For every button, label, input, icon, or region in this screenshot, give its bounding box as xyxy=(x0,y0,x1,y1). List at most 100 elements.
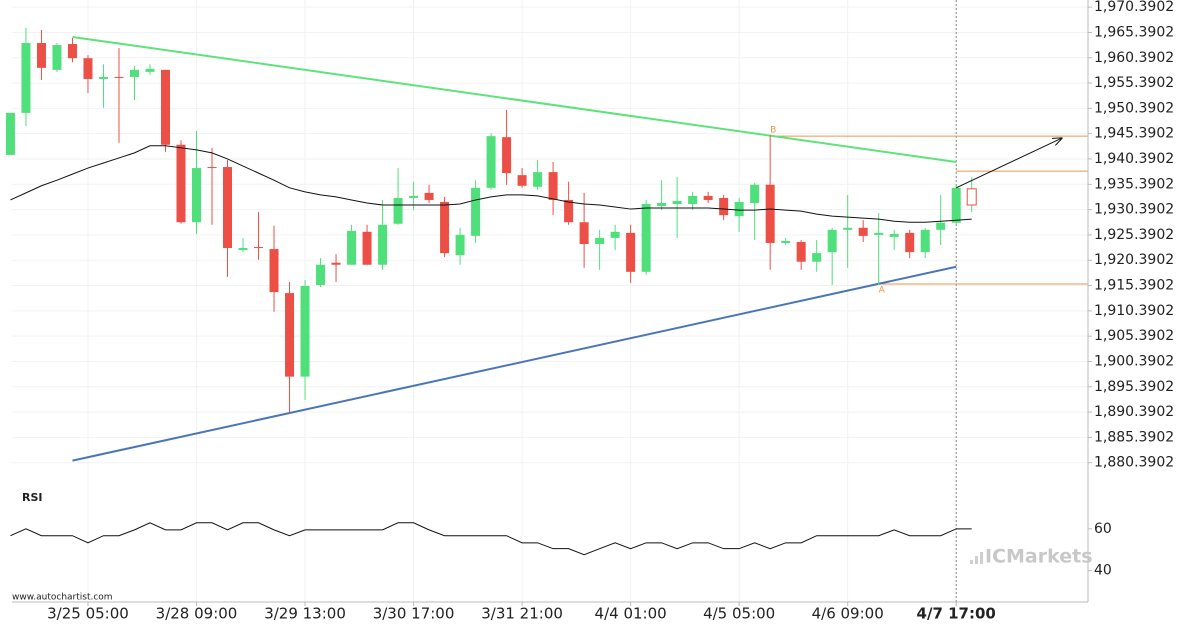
candle-body xyxy=(502,137,512,174)
trend-line xyxy=(72,265,957,462)
x-tick-label: 4/7 17:00 xyxy=(917,605,996,623)
y-tick-label: 1,945.3902 xyxy=(1094,126,1174,142)
level-label: A xyxy=(879,285,886,295)
candle-body xyxy=(966,188,977,206)
rsi-line xyxy=(10,522,972,556)
candle-body xyxy=(641,203,651,272)
candle-body xyxy=(455,234,465,256)
candle-body xyxy=(362,231,372,265)
candle-body xyxy=(517,175,527,186)
candle-body xyxy=(145,68,155,72)
candle-body xyxy=(129,69,139,77)
candle-body xyxy=(734,201,744,217)
x-tick-label: 3/25 05:00 xyxy=(47,605,129,623)
candle-body xyxy=(688,195,698,204)
rsi-title: RSI xyxy=(22,491,43,504)
y-tick-label: 1,925.3902 xyxy=(1094,227,1174,243)
candle-body xyxy=(269,249,279,293)
candle-body xyxy=(564,199,574,223)
candle-body xyxy=(486,136,496,188)
level-label: B xyxy=(770,126,776,136)
y-tick-label: 1,910.3902 xyxy=(1094,303,1174,319)
candle-body xyxy=(936,222,946,230)
candle-body xyxy=(52,45,62,70)
candle-body xyxy=(393,197,403,224)
candle-body xyxy=(626,232,636,272)
source: www.autochartist.com xyxy=(12,593,113,603)
y-tick-label: 1,960.3902 xyxy=(1094,50,1174,66)
y-tick-label: 1,940.3902 xyxy=(1094,151,1174,167)
y-tick-label: 1,885.3902 xyxy=(1094,429,1174,445)
y-tick-label: 1,950.3902 xyxy=(1094,100,1174,116)
candle-body xyxy=(595,237,605,244)
y-tick-label: 1,930.3902 xyxy=(1094,202,1174,218)
candle-body xyxy=(300,286,310,377)
y-tick-label: 1,965.3902 xyxy=(1094,24,1174,40)
candle-body xyxy=(83,58,93,79)
x-tick-label: 3/31 21:00 xyxy=(481,605,563,623)
candle-body xyxy=(796,241,806,262)
y-tick-label: 1,955.3902 xyxy=(1094,75,1174,91)
candle-body xyxy=(192,168,202,223)
candle-body xyxy=(440,201,450,254)
candle-body xyxy=(471,187,481,236)
x-tick-label: 4/5 05:00 xyxy=(703,605,775,623)
watermark-logo xyxy=(970,552,983,564)
candle-body xyxy=(223,167,233,249)
candle-body xyxy=(889,233,899,237)
candle-body xyxy=(920,229,930,253)
candle-body xyxy=(812,253,822,262)
candle-body xyxy=(719,197,729,216)
x-tick-label: 4/6 09:00 xyxy=(812,605,884,623)
candle-body xyxy=(657,202,667,207)
candle-body xyxy=(781,240,791,243)
y-tick-label: 1,915.3902 xyxy=(1094,278,1174,294)
candle-body xyxy=(905,232,915,253)
candle-body xyxy=(316,264,326,285)
candle-body xyxy=(874,232,884,235)
y-tick-label: 1,970.3902 xyxy=(1094,0,1174,15)
y-tick-label: 1,890.3902 xyxy=(1094,404,1174,420)
y-tick-label: 1,905.3902 xyxy=(1094,328,1174,344)
y-tick-label: 1,900.3902 xyxy=(1094,353,1174,369)
y-tick-label: 1,935.3902 xyxy=(1094,176,1174,192)
candle-body xyxy=(672,200,682,204)
candle-body xyxy=(378,224,388,265)
candle-body xyxy=(98,76,108,79)
candle-body xyxy=(160,69,170,145)
watermark: ICMarkets xyxy=(985,546,1093,568)
moving-average xyxy=(10,145,972,223)
candle-body xyxy=(254,247,264,249)
candle-body xyxy=(207,167,217,169)
candle-body xyxy=(703,195,713,200)
candle-body xyxy=(548,172,558,200)
x-tick-label: 3/28 09:00 xyxy=(156,605,238,623)
candle-body xyxy=(533,172,543,187)
candle-body xyxy=(858,227,868,236)
projection-arrow xyxy=(956,138,1061,189)
y-tick-label: 1,880.3902 xyxy=(1094,455,1174,471)
x-tick-label: 4/4 01:00 xyxy=(595,605,667,623)
candle-body xyxy=(750,184,760,203)
candle-body xyxy=(238,248,248,251)
candle-body xyxy=(5,112,15,155)
candle-body xyxy=(331,262,341,265)
candle-body xyxy=(176,144,186,223)
candle-body xyxy=(610,231,620,238)
y-tick-label: 1,895.3902 xyxy=(1094,379,1174,395)
x-tick-label: 3/29 13:00 xyxy=(264,605,346,623)
candle-body xyxy=(347,230,357,265)
plot-layer: BA xyxy=(5,0,1088,602)
candle-body xyxy=(765,184,775,243)
candle-body xyxy=(114,76,124,78)
x-tick-label: 3/30 17:00 xyxy=(373,605,455,623)
candle-body xyxy=(67,44,77,59)
candle-body xyxy=(424,192,434,200)
rsi-tick-label: 40 xyxy=(1094,563,1112,579)
candle-body xyxy=(409,195,419,198)
rsi-tick-label: 60 xyxy=(1094,521,1112,537)
candle-body xyxy=(951,187,961,223)
candle-body xyxy=(285,293,295,377)
candle-body xyxy=(21,43,31,113)
